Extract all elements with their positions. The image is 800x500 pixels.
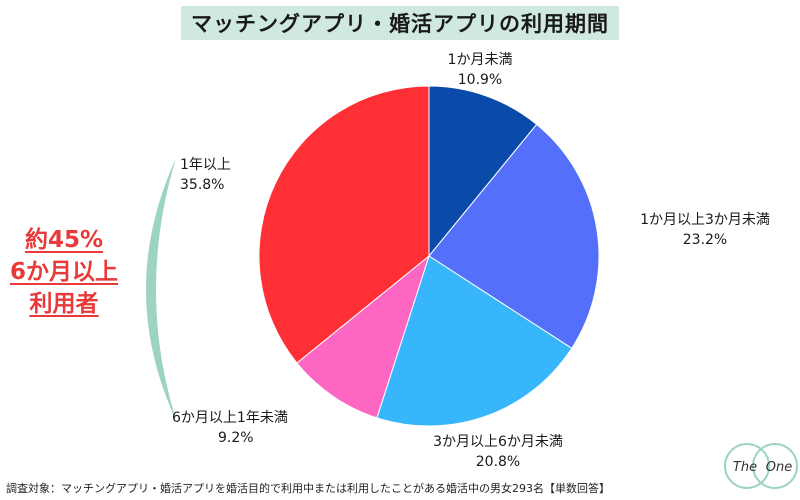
- slice-label-value: 20.8%: [475, 454, 521, 470]
- slice-label-value: 23.2%: [682, 232, 728, 248]
- slice-label-value: 9.2%: [218, 430, 254, 446]
- the-one-logo: The One: [724, 443, 798, 489]
- slice-label-text: 1か月未満: [447, 52, 513, 68]
- callout-6-months-plus: 約45% 6か月以上 利用者: [0, 224, 128, 320]
- logo-text-right: One: [766, 460, 792, 475]
- callout-line: 利用者: [29, 291, 99, 317]
- logo-circle-left: [724, 443, 770, 489]
- callout-line: 約45%: [24, 227, 104, 253]
- slice-label-value: 10.9%: [457, 72, 503, 88]
- slice-label-text: 1年以上: [180, 157, 231, 173]
- pie-slice-4: [258, 85, 430, 364]
- pie-slices: [258, 85, 600, 427]
- slice-label-3-to-6-months: 3か月以上6か月未満 20.8%: [408, 432, 588, 472]
- pie-slice-1: [428, 123, 600, 349]
- slice-label-text: 3か月以上6か月未満: [433, 434, 563, 450]
- pie-slice-0: [428, 85, 538, 258]
- logo-circle-right: [752, 443, 798, 489]
- callout-bracket: [146, 158, 176, 420]
- survey-footnote: 調査対象：マッチングアプリ・婚活アプリを婚活目的で利用中または利用したことがある…: [6, 482, 610, 495]
- pie-slice-2: [376, 255, 573, 427]
- slice-label-text: 1か月以上3か月未満: [640, 212, 770, 228]
- chart-title: マッチングアプリ・婚活アプリの利用期間: [181, 6, 619, 40]
- logo-text-left: The: [733, 460, 757, 475]
- callout-line: 6か月以上: [9, 259, 118, 285]
- slice-label-value: 35.8%: [180, 177, 225, 193]
- slice-label-under-1-month: 1か月未満 10.9%: [430, 50, 530, 90]
- pie-slice-3: [296, 254, 430, 419]
- chart-title-wrap: マッチングアプリ・婚活アプリの利用期間: [0, 6, 800, 40]
- slice-label-6-months-to-1-year: 6か月以上1年未満 9.2%: [172, 408, 322, 448]
- slice-label-1-year-plus: 1年以上 35.8%: [180, 155, 260, 195]
- slice-label-text: 6か月以上1年未満: [172, 410, 288, 426]
- slice-label-1-to-3-months: 1か月以上3か月未満 23.2%: [625, 210, 785, 250]
